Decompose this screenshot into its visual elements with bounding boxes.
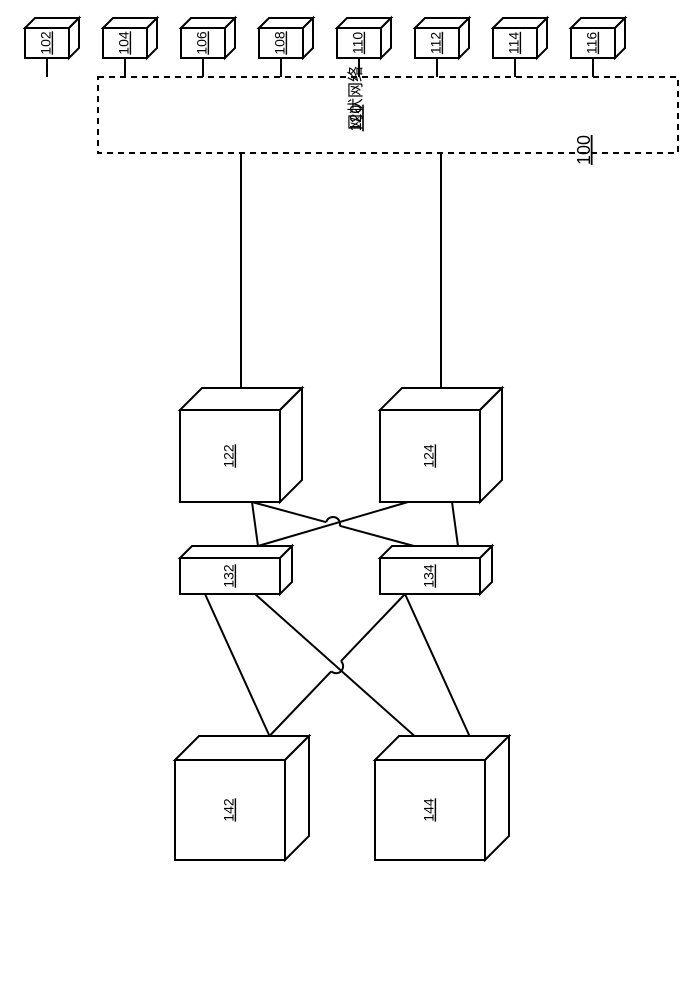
mesh-network-ref: 120 <box>348 105 365 132</box>
node-112: 112 <box>415 18 469 58</box>
node-142: 142 <box>175 736 309 860</box>
svg-text:106: 106 <box>194 31 210 55</box>
node-134: 134 <box>380 546 492 594</box>
node-124: 124 <box>380 388 502 502</box>
node-108: 108 <box>259 18 313 58</box>
node-122: 122 <box>180 388 302 502</box>
svg-text:108: 108 <box>272 31 288 55</box>
node-114: 114 <box>493 18 547 58</box>
figure-ref: 100 <box>574 135 594 165</box>
diagram-canvas: 网状网络120100102104106108110112114116122124… <box>0 0 692 1000</box>
svg-text:112: 112 <box>428 32 444 55</box>
node-110: 110 <box>337 18 391 58</box>
svg-text:102: 102 <box>38 31 54 55</box>
svg-text:110: 110 <box>350 32 366 55</box>
node-144: 144 <box>375 736 509 860</box>
svg-text:134: 134 <box>421 564 437 588</box>
svg-text:116: 116 <box>584 32 600 55</box>
svg-text:122: 122 <box>221 444 237 468</box>
node-102: 102 <box>25 18 79 58</box>
node-116: 116 <box>571 18 625 58</box>
node-104: 104 <box>103 18 157 58</box>
svg-text:142: 142 <box>221 798 237 822</box>
svg-text:132: 132 <box>221 564 237 588</box>
node-132: 132 <box>180 546 292 594</box>
svg-text:144: 144 <box>421 798 437 822</box>
svg-text:124: 124 <box>421 444 437 468</box>
svg-text:114: 114 <box>506 32 522 55</box>
svg-text:104: 104 <box>116 31 132 55</box>
node-106: 106 <box>181 18 235 58</box>
